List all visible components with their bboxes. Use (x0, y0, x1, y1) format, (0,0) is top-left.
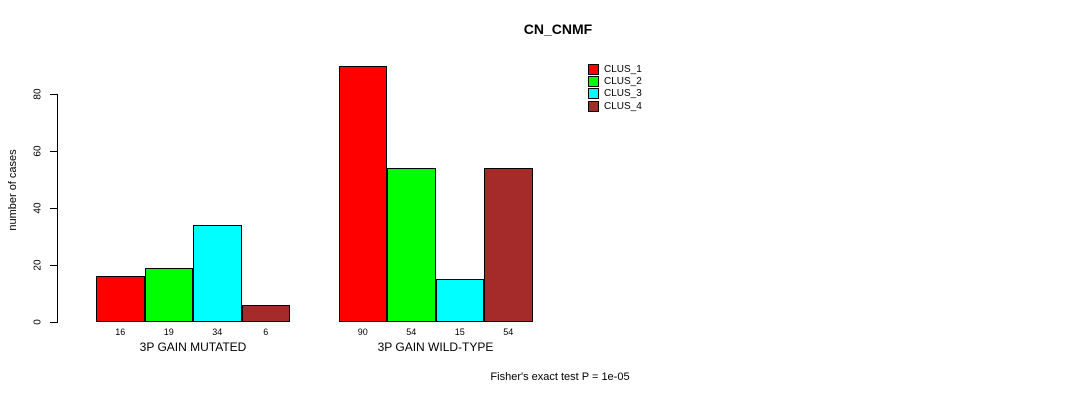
bar (435, 279, 484, 322)
y-axis-title: number of cases (7, 149, 19, 231)
x-category-label: 3P GAIN WILD-TYPE (377, 340, 494, 354)
y-axis-tick-label: 40 (32, 202, 44, 214)
bar (338, 65, 387, 322)
legend-swatch (588, 63, 599, 75)
legend-label: CLUS_3 (604, 88, 642, 100)
legend-swatch (588, 100, 599, 112)
bar-value-label: 6 (263, 327, 269, 337)
x-category-label: 3P GAIN MUTATED (139, 340, 247, 354)
y-axis-line (57, 94, 58, 323)
bar (484, 168, 533, 322)
chart-title: CN_CNMF (523, 21, 593, 37)
bar-value-label: 34 (212, 327, 223, 337)
bar-value-label: 16 (115, 327, 126, 337)
legend-swatch (588, 88, 599, 100)
legend-label: CLUS_1 (604, 63, 642, 75)
y-axis-tick-label: 0 (32, 319, 44, 325)
legend-swatch (588, 75, 599, 87)
y-axis-tick-label: 80 (32, 88, 44, 100)
y-axis-tick-label: 60 (32, 145, 44, 157)
bar-value-label: 15 (454, 327, 465, 337)
legend-label: CLUS_2 (604, 75, 642, 87)
annotation-fisher-test: Fisher's exact test P = 1e-05 (490, 371, 630, 383)
bar (193, 225, 242, 322)
y-axis-tick (50, 151, 57, 152)
y-axis-tick-label: 20 (32, 259, 44, 271)
legend-label: CLUS_4 (604, 100, 642, 112)
bar (241, 304, 290, 322)
bar-value-label: 54 (503, 327, 514, 337)
bar (96, 276, 145, 322)
bar-value-label: 19 (163, 327, 174, 337)
bar-value-label: 90 (357, 327, 368, 337)
y-axis-tick (50, 265, 57, 266)
y-axis-tick (50, 208, 57, 209)
legend-row: CLUS_1 (588, 63, 642, 75)
legend-row: CLUS_2 (588, 75, 642, 87)
legend-row: CLUS_3 (588, 88, 642, 100)
bar (387, 168, 436, 322)
bar (144, 267, 193, 322)
bar-value-label: 54 (406, 327, 417, 337)
y-axis-tick (50, 94, 57, 95)
y-axis-tick (50, 322, 57, 323)
legend: CLUS_1 CLUS_2 CLUS_3 CLUS_4 (588, 63, 642, 112)
legend-row: CLUS_4 (588, 100, 642, 112)
